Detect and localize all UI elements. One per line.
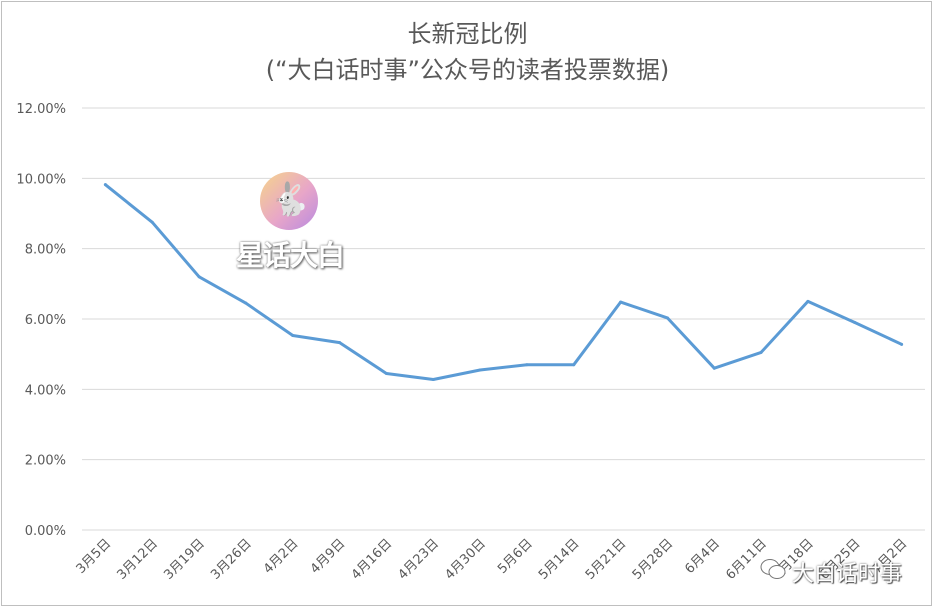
x-tick-label: 5月28日 <box>630 536 677 583</box>
x-tick-label: 4月9日 <box>308 536 349 577</box>
data-point <box>384 372 388 376</box>
x-tick-label: 4月30日 <box>442 536 489 583</box>
data-point <box>900 342 904 346</box>
y-tick-label: 12.00% <box>16 102 66 117</box>
y-tick-label: 6.00% <box>25 313 66 328</box>
data-point <box>853 321 857 325</box>
data-point <box>619 300 623 304</box>
x-tick-label: 4月16日 <box>349 536 396 583</box>
series-line <box>103 183 904 381</box>
data-point <box>291 334 295 338</box>
data-point <box>759 350 763 354</box>
data-point <box>103 183 107 187</box>
chart-title: 长新冠比例 <box>407 20 528 48</box>
data-point <box>431 377 435 381</box>
corner-watermark: 大白话时事 <box>760 556 920 587</box>
data-point <box>338 341 342 345</box>
x-tick-label: 3月5日 <box>74 536 115 577</box>
x-tick-label: 3月12日 <box>115 536 162 583</box>
data-point <box>244 301 248 305</box>
wechat-icon <box>760 559 786 579</box>
y-tick-label: 2.00% <box>25 454 66 469</box>
x-tick-label: 5月14日 <box>536 536 583 583</box>
data-point <box>806 299 810 303</box>
data-point <box>478 368 482 372</box>
y-tick-label: 0.00% <box>25 524 66 539</box>
watermark-text: 星话大白 <box>236 239 345 272</box>
x-tick-label: 4月2日 <box>261 536 302 577</box>
data-point <box>197 275 201 279</box>
watermark-logo: 🐇 星话大白 <box>236 172 346 272</box>
x-tick-label: 3月26日 <box>208 536 255 583</box>
x-tick-label: 3月19日 <box>161 536 208 583</box>
rabbit-logo-icon: 🐇 <box>260 172 318 230</box>
data-point <box>665 316 669 320</box>
y-tick-label: 4.00% <box>25 383 66 398</box>
y-tick-label: 10.00% <box>16 172 66 187</box>
data-point <box>525 363 529 367</box>
x-tick-label: 5月21日 <box>583 536 630 583</box>
data-point <box>150 220 154 224</box>
chart-subtitle: (“大白话时事”公众号的读者投票数据) <box>265 56 670 84</box>
corner-watermark-text: 大白话时事 <box>792 562 903 587</box>
data-point <box>712 366 716 370</box>
x-tick-label: 5月6日 <box>495 536 536 577</box>
x-tick-label: 4月23日 <box>396 536 443 583</box>
data-point <box>572 363 576 367</box>
x-tick-label: 6月4日 <box>682 536 723 577</box>
y-tick-label: 8.00% <box>25 243 66 258</box>
